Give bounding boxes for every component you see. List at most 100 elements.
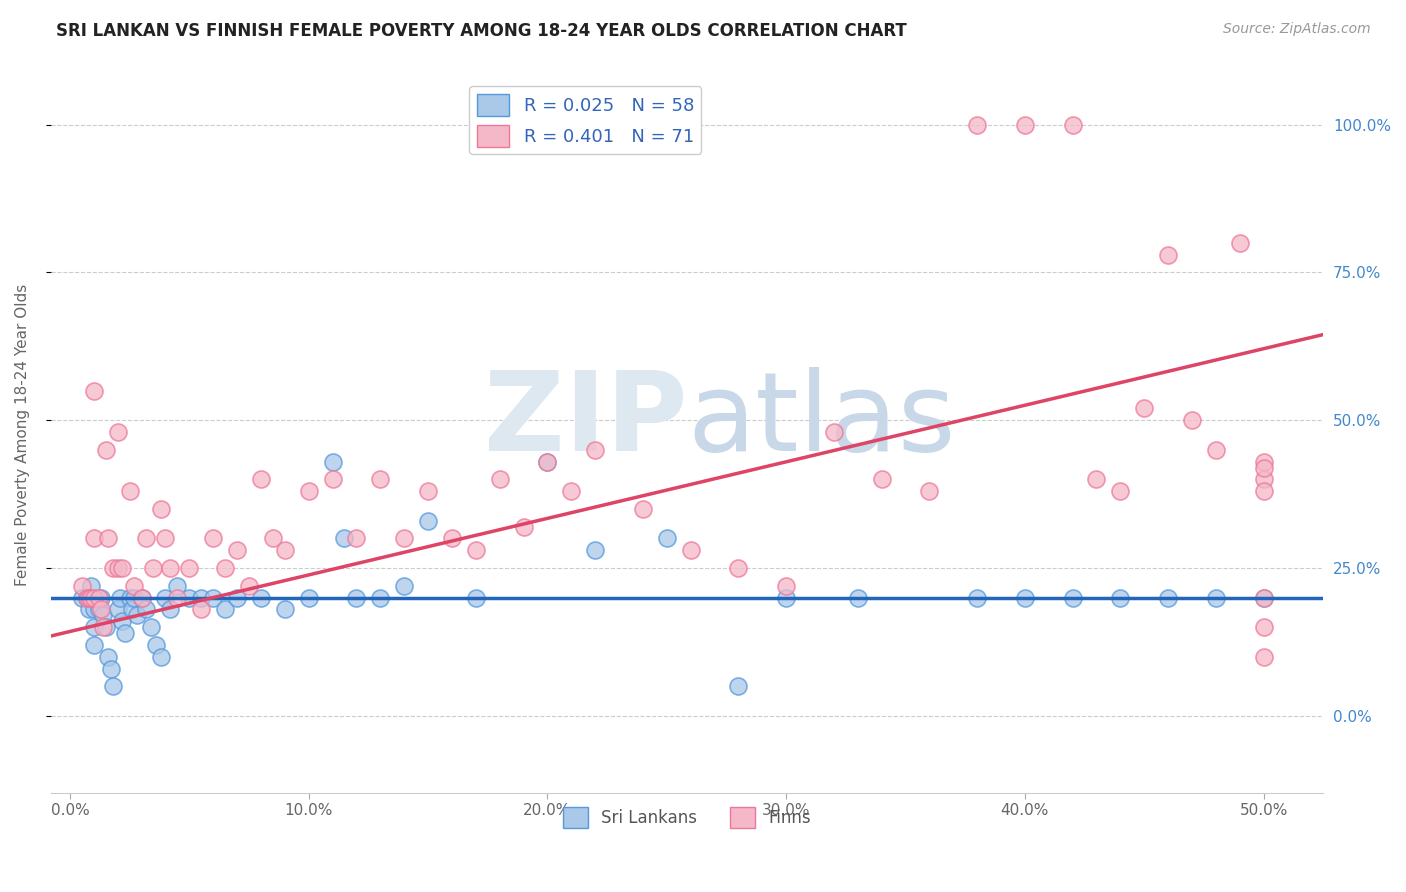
Point xyxy=(80,579,103,593)
Point xyxy=(101,561,124,575)
Point xyxy=(149,649,172,664)
Point xyxy=(1253,620,1275,634)
Point xyxy=(274,602,297,616)
Point xyxy=(1062,118,1084,132)
Point xyxy=(83,602,105,616)
Point xyxy=(655,532,678,546)
Point xyxy=(1205,591,1227,605)
Point xyxy=(368,591,391,605)
Point xyxy=(1253,460,1275,475)
Point xyxy=(1253,484,1275,499)
Point xyxy=(966,591,988,605)
Point xyxy=(1253,649,1275,664)
Point xyxy=(135,532,157,546)
Point xyxy=(135,602,157,616)
Point xyxy=(90,602,112,616)
Point xyxy=(107,602,129,616)
Point xyxy=(118,484,141,499)
Point xyxy=(83,384,105,398)
Point xyxy=(333,532,356,546)
Point xyxy=(238,579,260,593)
Point xyxy=(83,532,105,546)
Text: SRI LANKAN VS FINNISH FEMALE POVERTY AMONG 18-24 YEAR OLDS CORRELATION CHART: SRI LANKAN VS FINNISH FEMALE POVERTY AMO… xyxy=(56,22,907,40)
Point xyxy=(155,591,177,605)
Point xyxy=(536,455,558,469)
Point xyxy=(512,519,534,533)
Point xyxy=(111,561,134,575)
Y-axis label: Female Poverty Among 18-24 Year Olds: Female Poverty Among 18-24 Year Olds xyxy=(15,284,30,586)
Point xyxy=(77,602,100,616)
Point xyxy=(111,614,134,628)
Point xyxy=(1014,591,1036,605)
Point xyxy=(145,638,167,652)
Point xyxy=(631,502,654,516)
Point xyxy=(250,472,273,486)
Point xyxy=(70,591,93,605)
Point xyxy=(70,579,93,593)
Point xyxy=(1253,455,1275,469)
Point xyxy=(202,532,225,546)
Point xyxy=(392,579,415,593)
Point xyxy=(114,626,136,640)
Point xyxy=(298,484,321,499)
Point xyxy=(142,561,165,575)
Point xyxy=(83,638,105,652)
Point xyxy=(190,591,212,605)
Point xyxy=(93,608,115,623)
Point xyxy=(87,591,110,605)
Point xyxy=(108,591,131,605)
Point xyxy=(322,472,344,486)
Point xyxy=(488,472,510,486)
Point xyxy=(179,561,201,575)
Point xyxy=(125,608,148,623)
Point xyxy=(107,561,129,575)
Point xyxy=(1253,591,1275,605)
Legend: Sri Lankans, Finns: Sri Lankans, Finns xyxy=(557,801,818,834)
Point xyxy=(94,442,117,457)
Point xyxy=(80,591,103,605)
Point xyxy=(298,591,321,605)
Point xyxy=(100,661,122,675)
Text: ZIP: ZIP xyxy=(484,368,688,475)
Point xyxy=(583,543,606,558)
Point xyxy=(1014,118,1036,132)
Point xyxy=(76,591,98,605)
Point xyxy=(118,591,141,605)
Point xyxy=(536,455,558,469)
Point xyxy=(83,591,105,605)
Point xyxy=(1157,591,1180,605)
Point xyxy=(1085,472,1108,486)
Point xyxy=(262,532,284,546)
Point xyxy=(368,472,391,486)
Point xyxy=(846,591,869,605)
Point xyxy=(727,679,749,693)
Point xyxy=(416,514,439,528)
Point xyxy=(93,620,115,634)
Point xyxy=(1229,235,1251,250)
Point xyxy=(131,591,153,605)
Point xyxy=(344,591,367,605)
Point xyxy=(440,532,463,546)
Point xyxy=(583,442,606,457)
Point xyxy=(214,602,236,616)
Point xyxy=(464,591,486,605)
Point xyxy=(1109,591,1132,605)
Point xyxy=(166,591,188,605)
Point xyxy=(179,591,201,605)
Point xyxy=(870,472,893,486)
Point xyxy=(918,484,941,499)
Point xyxy=(274,543,297,558)
Point xyxy=(121,602,143,616)
Text: atlas: atlas xyxy=(688,368,956,475)
Point xyxy=(322,455,344,469)
Point xyxy=(94,620,117,634)
Point xyxy=(1181,413,1204,427)
Point xyxy=(679,543,702,558)
Point xyxy=(966,118,988,132)
Point xyxy=(1253,472,1275,486)
Point xyxy=(226,543,249,558)
Point xyxy=(139,620,162,634)
Point xyxy=(83,620,105,634)
Point xyxy=(214,561,236,575)
Point xyxy=(1133,401,1156,416)
